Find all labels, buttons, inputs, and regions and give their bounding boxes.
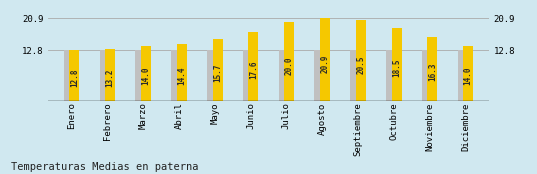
- Text: 17.6: 17.6: [249, 60, 258, 79]
- Bar: [100, 50, 110, 101]
- Text: 14.4: 14.4: [177, 66, 186, 85]
- Bar: [69, 50, 79, 101]
- Bar: [207, 50, 217, 101]
- Bar: [386, 50, 396, 101]
- Bar: [135, 50, 146, 101]
- Text: 14.0: 14.0: [141, 67, 150, 85]
- Text: 14.0: 14.0: [463, 67, 473, 85]
- Bar: [213, 39, 222, 101]
- Text: 12.8: 12.8: [70, 69, 79, 88]
- Bar: [350, 50, 360, 101]
- Text: 13.2: 13.2: [106, 68, 115, 87]
- Bar: [177, 44, 187, 101]
- Bar: [171, 50, 182, 101]
- Text: 20.5: 20.5: [356, 55, 365, 74]
- Text: 20.9: 20.9: [321, 55, 330, 73]
- Bar: [279, 50, 289, 101]
- Bar: [243, 50, 253, 101]
- Bar: [320, 18, 330, 101]
- Bar: [355, 20, 366, 101]
- Bar: [315, 50, 324, 101]
- Bar: [248, 31, 258, 101]
- Bar: [422, 50, 432, 101]
- Text: 18.5: 18.5: [392, 59, 401, 77]
- Text: 16.3: 16.3: [428, 63, 437, 81]
- Bar: [64, 50, 74, 101]
- Text: 20.0: 20.0: [285, 56, 294, 75]
- Text: Temperaturas Medias en paterna: Temperaturas Medias en paterna: [11, 162, 198, 172]
- Bar: [458, 50, 468, 101]
- Bar: [463, 46, 473, 101]
- Bar: [427, 37, 437, 101]
- Text: 15.7: 15.7: [213, 64, 222, 82]
- Bar: [391, 28, 402, 101]
- Bar: [141, 46, 151, 101]
- Bar: [284, 22, 294, 101]
- Bar: [105, 49, 115, 101]
